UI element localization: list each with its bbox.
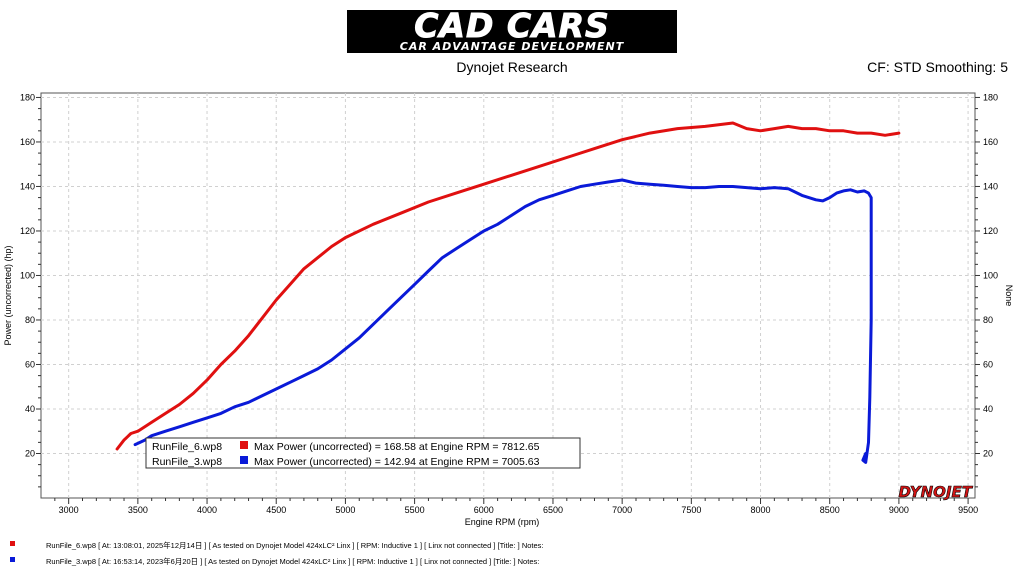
y2-tick-label: 180 <box>983 92 998 102</box>
x-tick-label: 5000 <box>335 505 355 515</box>
footer-run6: RunFile_6.wp8 [ At: 13:08:01, 2025年12月14… <box>46 541 544 550</box>
dynojet-brand-mark: DYNOJET <box>898 483 973 501</box>
legend-run-name: RunFile_3.wp8 <box>152 456 222 468</box>
legend-swatch <box>240 441 248 449</box>
x-tick-label: 7000 <box>612 505 632 515</box>
y2-tick-label: 140 <box>983 181 998 191</box>
y-tick-label: 100 <box>20 270 35 280</box>
cf-smoothing-label: CF: STD Smoothing: 5 <box>867 59 1008 75</box>
run6-footer-marker <box>10 541 15 546</box>
cad-cars-logo: CAD CARS CAR ADVANTAGE DEVELOPMENT <box>347 6 677 53</box>
x-tick-label: 3000 <box>59 505 79 515</box>
y2-axis-label: None <box>1004 285 1014 307</box>
x-tick-label: 3500 <box>128 505 148 515</box>
y-tick-label: 160 <box>20 137 35 147</box>
logo-main-text: CAD CARS <box>414 6 610 45</box>
x-tick-label: 5500 <box>405 505 425 515</box>
footer-run3: RunFile_3.wp8 [ At: 16:53:14, 2023年6月20日… <box>46 557 540 566</box>
x-tick-label: 9000 <box>889 505 909 515</box>
x-tick-label: 8000 <box>751 505 771 515</box>
x-tick-label: 6000 <box>474 505 494 515</box>
y2-tick-label: 100 <box>983 270 998 280</box>
y-tick-label: 60 <box>25 359 35 369</box>
x-tick-label: 4500 <box>266 505 286 515</box>
legend-swatch <box>240 456 248 464</box>
legend-run-name: RunFile_6.wp8 <box>152 441 222 453</box>
legend-box <box>145 437 581 469</box>
y2-tick-label: 120 <box>983 226 998 236</box>
series-line-2 <box>133 178 873 464</box>
x-tick-label: 6500 <box>543 505 563 515</box>
logo-sub-text: CAR ADVANTAGE DEVELOPMENT <box>399 40 625 53</box>
y2-tick-label: 40 <box>983 404 993 414</box>
series-line-1 <box>115 121 901 451</box>
y2-tick-label: 160 <box>983 137 998 147</box>
chart-subtitle: Dynojet Research <box>456 59 568 75</box>
plot-frame <box>40 92 976 499</box>
y-tick-label: 80 <box>25 315 35 325</box>
x-tick-label: 7500 <box>681 505 701 515</box>
run3-footer-marker <box>10 557 15 562</box>
x-tick-label: 8500 <box>820 505 840 515</box>
x-tick-label: 4000 <box>197 505 217 515</box>
y2-tick-label: 60 <box>983 359 993 369</box>
x-tick-label: 9500 <box>958 505 978 515</box>
y-axis-label: Power (uncorrected) (hp) <box>3 245 13 345</box>
legend-entry: Max Power (uncorrected) = 142.94 at Engi… <box>254 456 540 468</box>
y-tick-label: 180 <box>20 92 35 102</box>
y-tick-label: 20 <box>25 448 35 458</box>
y2-tick-label: 20 <box>983 448 993 458</box>
y2-tick-label: 80 <box>983 315 993 325</box>
legend-entry: Max Power (uncorrected) = 168.58 at Engi… <box>254 441 540 453</box>
y-tick-label: 140 <box>20 181 35 191</box>
y-tick-label: 40 <box>25 404 35 414</box>
x-axis-label: Engine RPM (rpm) <box>465 517 540 527</box>
y-tick-label: 120 <box>20 226 35 236</box>
